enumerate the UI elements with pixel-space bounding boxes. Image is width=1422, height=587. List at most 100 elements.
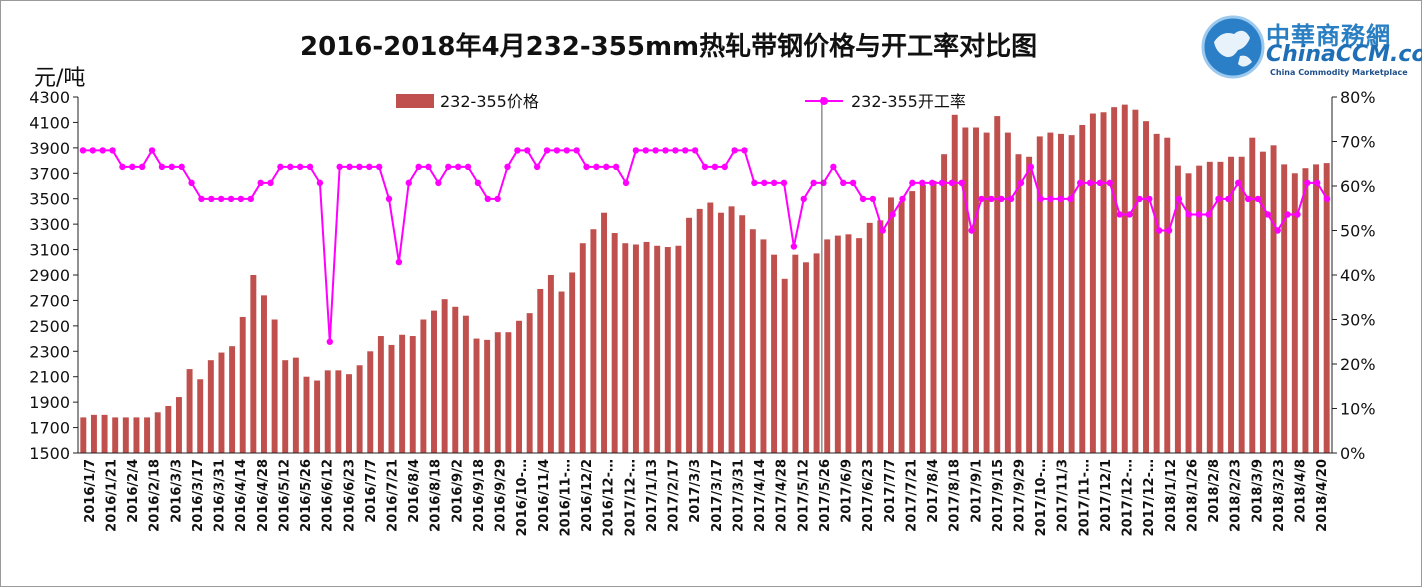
left-tick-label: 1700: [29, 419, 70, 438]
price-bar: [1089, 113, 1096, 453]
left-tick-label: 2700: [29, 291, 70, 310]
logo-tagline: China Commodity Marketplace: [1270, 68, 1408, 77]
price-bar: [1036, 136, 1043, 453]
utilization-point: [1126, 211, 1133, 218]
x-tick-label: 2018/2/8: [1207, 459, 1222, 523]
price-bar: [983, 132, 990, 453]
x-tick-label: 2018/3/23: [1272, 459, 1287, 532]
utilization-point: [988, 195, 995, 203]
price-bar: [1111, 107, 1118, 454]
price-bar: [707, 202, 714, 453]
left-tick-label: 4300: [29, 88, 70, 107]
price-bar: [1079, 124, 1086, 453]
utilization-point: [879, 227, 886, 234]
x-tick-label: 2016/6/12: [321, 459, 336, 532]
price-bar: [1121, 104, 1128, 453]
utilization-point: [968, 227, 975, 234]
utilization-point: [662, 147, 669, 154]
x-tick-label: 2017/3/17: [710, 459, 725, 532]
x-tick-label: 2016/2/18: [148, 459, 163, 532]
utilization-point: [1047, 195, 1054, 203]
price-bar: [1302, 168, 1309, 453]
utilization-point: [1284, 211, 1291, 218]
x-tick-label: 2017/2/17: [667, 459, 682, 532]
right-tick-label: 70%: [1340, 133, 1376, 152]
utilization-point: [1136, 195, 1143, 203]
price-bar: [877, 220, 884, 453]
price-bar: [1291, 173, 1298, 454]
utilization-point: [1156, 227, 1163, 234]
utilization-point: [820, 179, 827, 187]
price-bar: [441, 299, 448, 453]
price-bar: [760, 239, 767, 453]
utilization-point: [711, 163, 719, 171]
utilization-point: [1067, 195, 1074, 203]
utilization-point: [99, 147, 106, 154]
utilization-point: [1175, 195, 1183, 203]
price-bar: [292, 357, 299, 453]
left-tick-label: 3300: [29, 215, 70, 234]
price-bar: [452, 306, 459, 453]
price-bar: [122, 417, 129, 453]
price-bar: [856, 238, 863, 453]
price-bar: [802, 262, 809, 453]
x-tick-label: 2016/8/4: [407, 459, 422, 523]
x-tick-label: 2017/3/3: [688, 459, 703, 523]
price-bar: [1047, 132, 1054, 453]
utilization-point: [1185, 211, 1193, 218]
x-tick-label: 2017/12-…: [1121, 459, 1136, 536]
price-bar: [399, 334, 406, 453]
price-bar: [834, 235, 841, 453]
legend-bar-swatch: [396, 94, 434, 108]
price-bar: [494, 332, 501, 453]
utilization-point: [800, 195, 807, 203]
price-bar: [994, 116, 1001, 453]
price-bar: [579, 243, 586, 453]
utilization-point: [869, 195, 877, 203]
price-bar: [739, 215, 746, 453]
utilization-point: [464, 163, 472, 171]
utilization-point: [247, 195, 254, 203]
x-tick-label: 2016/6/23: [342, 459, 357, 532]
price-bar: [303, 376, 310, 453]
utilization-point: [504, 163, 511, 171]
price-bar: [1313, 164, 1320, 453]
x-tick-label: 2016/1/7: [83, 459, 98, 523]
utilization-point: [1146, 195, 1153, 203]
utilization-point: [227, 195, 235, 203]
price-bar: [1323, 163, 1330, 454]
left-tick-label: 3900: [29, 139, 70, 158]
right-axis-ticks: 0% 10% 20% 30% 40% 50% 60% 70% 80%: [1332, 88, 1376, 463]
utilization-point: [1304, 179, 1311, 187]
left-tick-label: 1900: [29, 393, 70, 412]
x-tick-label: 2017/1/13: [645, 459, 660, 532]
utilization-point: [257, 179, 264, 187]
right-tick-label: 60%: [1340, 177, 1376, 196]
x-tick-label: 2017/5/26: [818, 459, 833, 532]
price-bar: [622, 243, 629, 453]
price-bar: [951, 114, 958, 454]
utilization-point: [1195, 211, 1202, 218]
left-tick-label: 3500: [29, 190, 70, 209]
x-tick-label: 2016/12-…: [602, 459, 617, 536]
x-tick-label: 2016/4/14: [234, 459, 249, 532]
utilization-point: [336, 163, 343, 171]
utilization-point: [790, 243, 798, 250]
utilization-point: [415, 163, 422, 171]
price-bar: [643, 241, 650, 453]
x-tick-label: 2017/9/1: [969, 459, 984, 523]
x-tick-label: 2017/12-…: [1142, 459, 1157, 536]
price-bar: [282, 360, 289, 453]
price-bar: [1132, 109, 1139, 454]
utilization-point: [188, 179, 195, 187]
left-tick-label: 1500: [29, 444, 70, 463]
utilization-point: [425, 163, 432, 171]
price-bar: [919, 184, 926, 454]
right-tick-label: 20%: [1340, 355, 1376, 374]
utilization-point: [1096, 179, 1104, 187]
price-bar: [101, 414, 108, 453]
x-tick-label: 2017/6/9: [840, 459, 855, 523]
x-tick-label: 2018/4/8: [1294, 459, 1309, 523]
utilization-point: [978, 195, 985, 203]
utilization-point: [1037, 195, 1044, 203]
